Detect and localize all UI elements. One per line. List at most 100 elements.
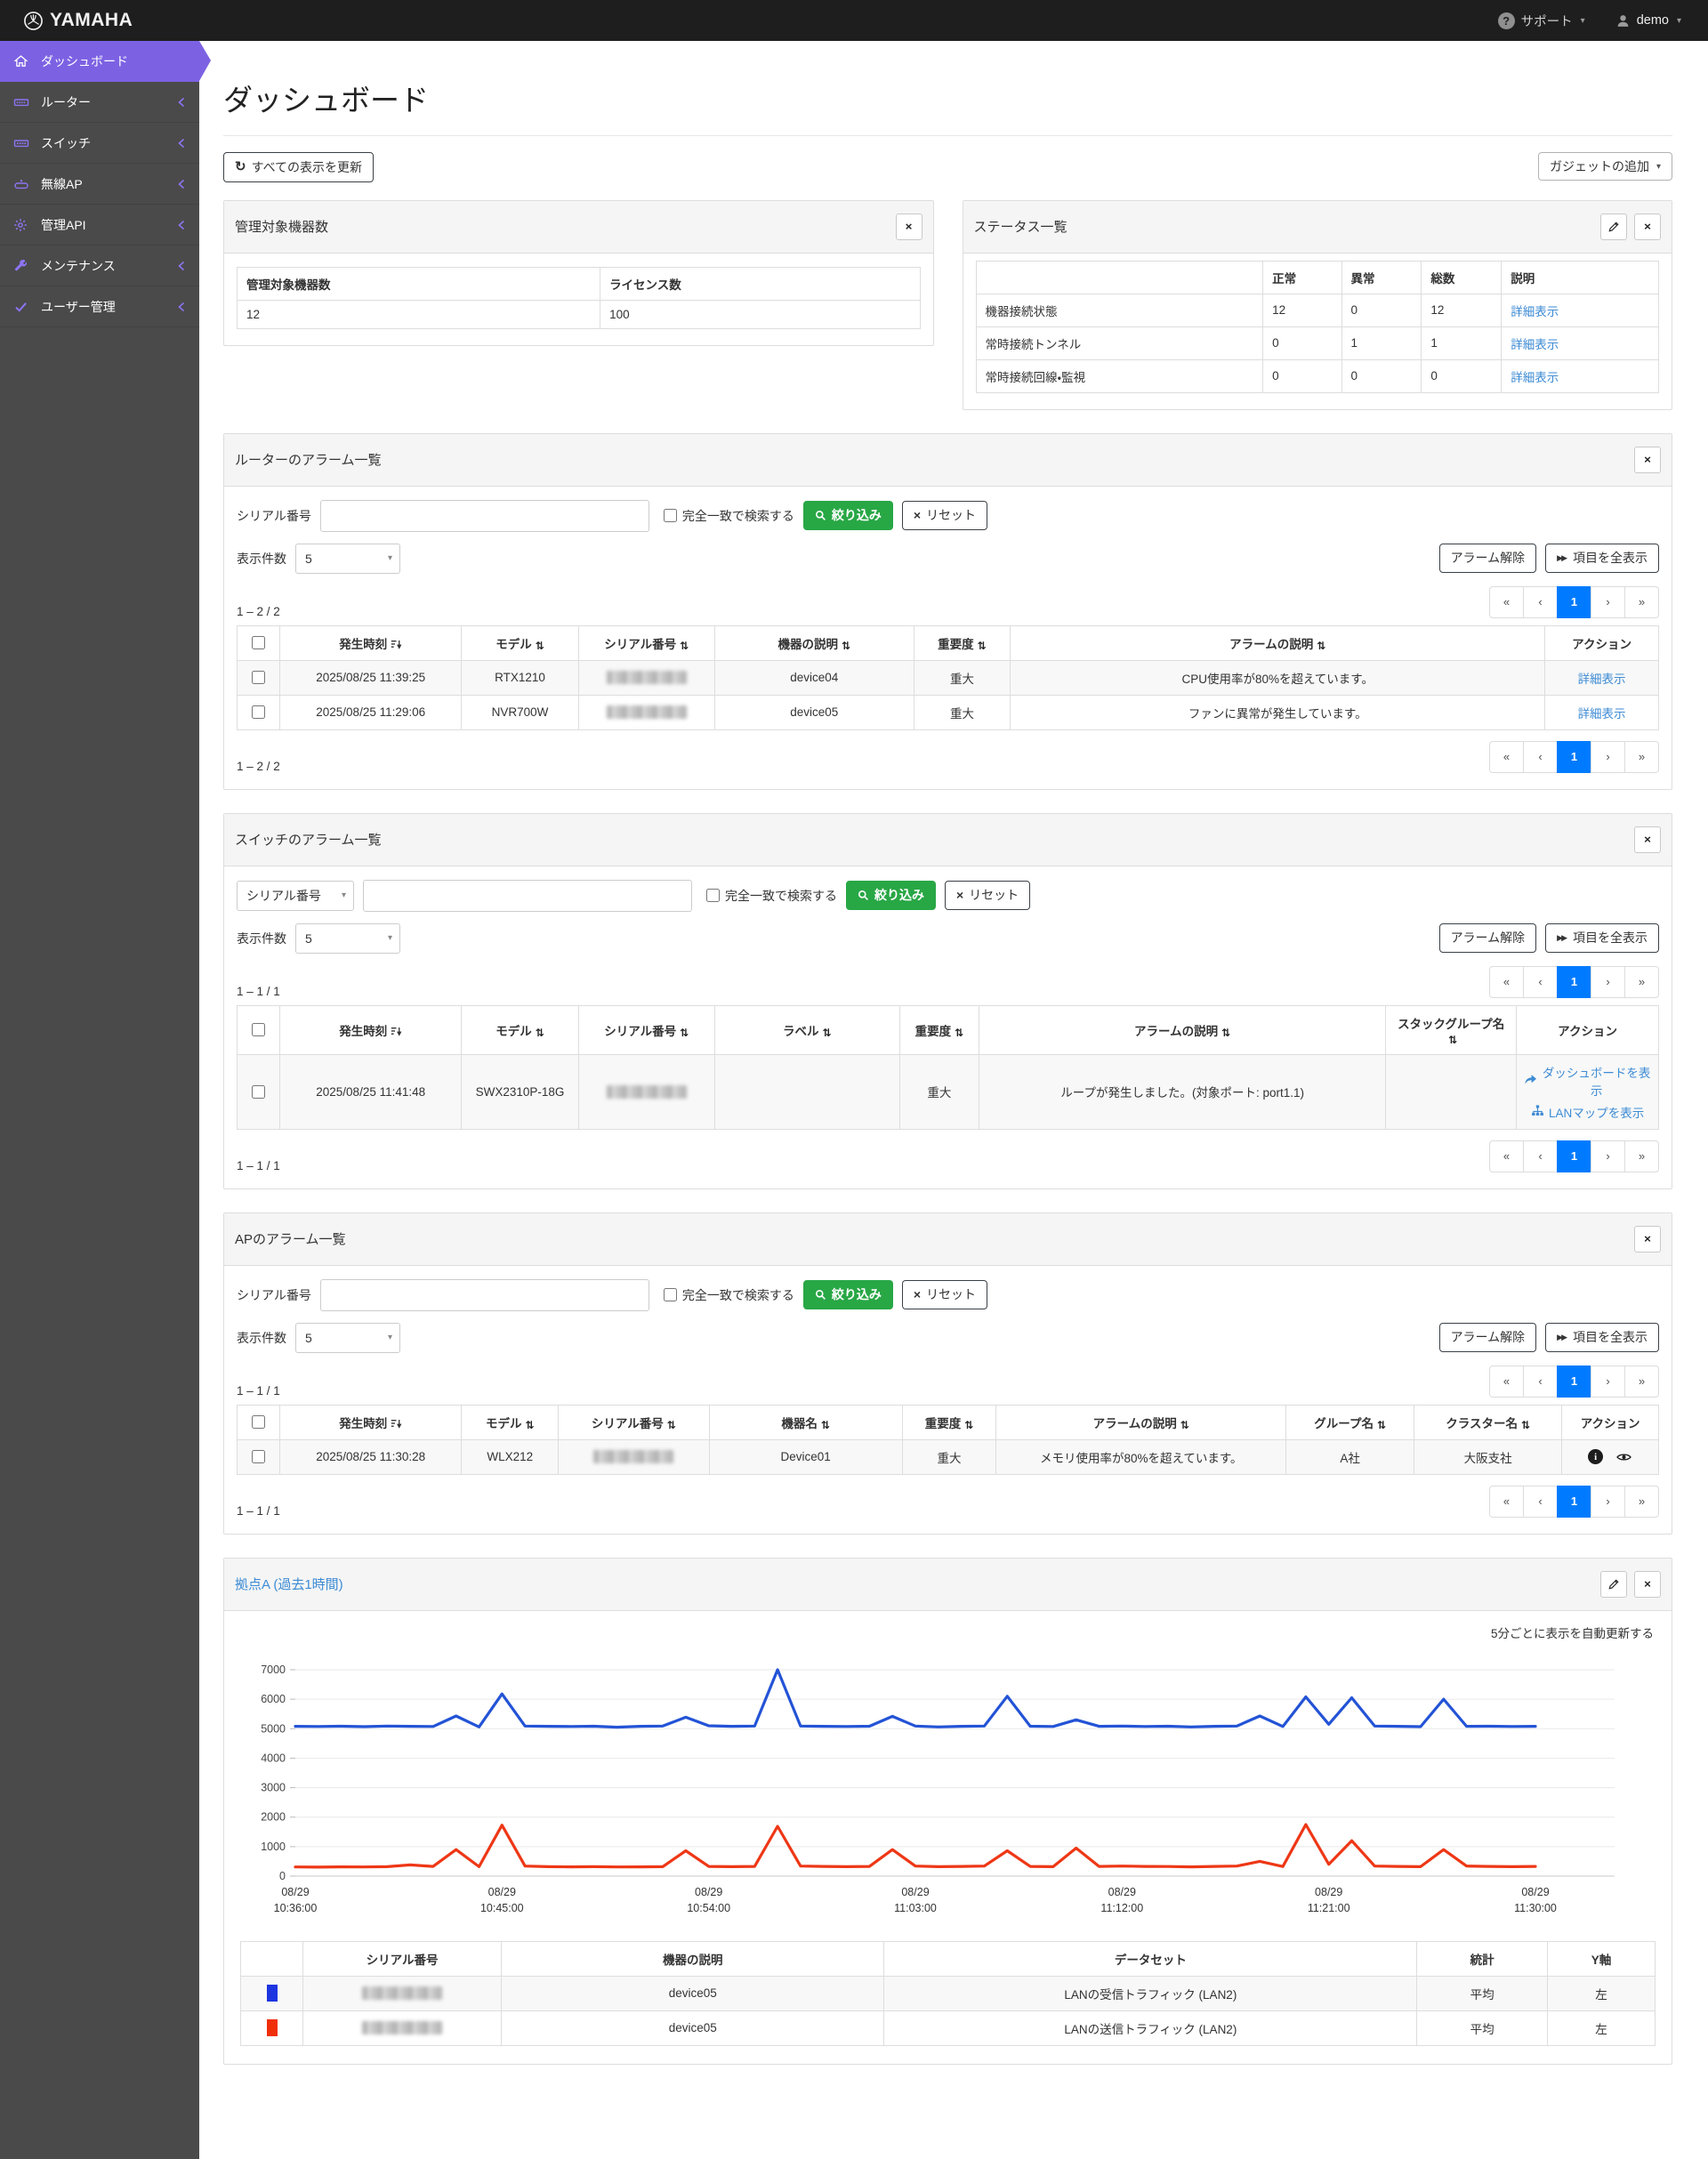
pager-next[interactable]: › bbox=[1591, 585, 1625, 618]
edit-pencil-icon[interactable] bbox=[1600, 213, 1627, 240]
sidebar-item-4[interactable]: 管理API bbox=[0, 205, 199, 246]
pager-prev[interactable]: ‹ bbox=[1523, 1365, 1558, 1398]
pager-first[interactable]: « bbox=[1489, 1485, 1524, 1518]
filter-button[interactable]: 絞り込み bbox=[802, 501, 893, 530]
detail-link[interactable]: 詳細表示 bbox=[1511, 304, 1559, 318]
row-checkbox[interactable] bbox=[251, 1084, 265, 1099]
pager-next[interactable]: › bbox=[1591, 740, 1625, 773]
row-checkbox[interactable] bbox=[251, 1450, 265, 1464]
row-checkbox[interactable] bbox=[251, 671, 265, 685]
column-header[interactable]: ラベル ⇅ bbox=[713, 1004, 900, 1055]
pager-page-1[interactable]: 1 bbox=[1557, 1485, 1591, 1518]
close-icon[interactable]: × bbox=[895, 213, 922, 240]
ap-serial-input[interactable] bbox=[319, 1278, 649, 1311]
site-title-link[interactable]: 拠点A (過去1時間) bbox=[235, 1577, 343, 1592]
column-header[interactable]: 重要度 ⇅ bbox=[898, 1004, 980, 1055]
close-icon[interactable]: × bbox=[1634, 826, 1661, 853]
reset-button[interactable]: × リセット bbox=[901, 501, 988, 530]
pager-next[interactable]: › bbox=[1591, 1485, 1625, 1518]
pager-first[interactable]: « bbox=[1489, 965, 1524, 998]
pager-last[interactable]: » bbox=[1624, 585, 1659, 618]
info-icon[interactable]: i bbox=[1588, 1449, 1604, 1465]
pager-page-1[interactable]: 1 bbox=[1557, 965, 1591, 998]
user-menu[interactable]: demo ▾ bbox=[1615, 13, 1681, 28]
column-header[interactable]: 発生時刻 bbox=[278, 624, 463, 661]
refresh-all-button[interactable]: ↻ すべての表示を更新 bbox=[223, 152, 375, 182]
sidebar-item-5[interactable]: メンテナンス bbox=[0, 246, 199, 286]
column-header[interactable]: シリアル番号 ⇅ bbox=[577, 624, 715, 661]
filter-button[interactable]: 絞り込み bbox=[846, 881, 936, 910]
search-field-select[interactable]: シリアル番号 bbox=[237, 880, 354, 911]
pager-prev[interactable]: ‹ bbox=[1523, 965, 1558, 998]
alarm-clear-button[interactable]: アラーム解除 bbox=[1438, 1323, 1537, 1352]
pager-first[interactable]: « bbox=[1489, 1140, 1524, 1172]
pager-prev[interactable]: ‹ bbox=[1523, 1485, 1558, 1518]
pager-page-1[interactable]: 1 bbox=[1557, 1365, 1591, 1398]
exact-match-checkbox[interactable] bbox=[663, 509, 677, 522]
pager-first[interactable]: « bbox=[1489, 585, 1524, 618]
add-gadget-button[interactable]: ガジェットの追加 ▾ bbox=[1537, 152, 1672, 181]
column-header[interactable]: シリアル番号 ⇅ bbox=[558, 1404, 710, 1440]
select-all-checkbox[interactable] bbox=[251, 1415, 265, 1430]
show-all-columns-button[interactable]: ▶▶ 項目を全表示 bbox=[1545, 923, 1659, 953]
detail-link[interactable]: 詳細表示 bbox=[1577, 672, 1626, 686]
router-serial-input[interactable] bbox=[319, 499, 649, 532]
reset-button[interactable]: × リセット bbox=[901, 1280, 988, 1309]
column-header[interactable]: 機器名 ⇅ bbox=[708, 1404, 903, 1440]
alarm-clear-button[interactable]: アラーム解除 bbox=[1438, 544, 1537, 573]
column-header[interactable]: 発生時刻 bbox=[278, 1004, 463, 1055]
pager-last[interactable]: » bbox=[1624, 1485, 1659, 1518]
show-all-columns-button[interactable]: ▶▶ 項目を全表示 bbox=[1545, 544, 1659, 573]
sidebar-item-1[interactable]: ルーター bbox=[0, 82, 199, 123]
filter-button[interactable]: 絞り込み bbox=[802, 1280, 893, 1309]
close-icon[interactable]: × bbox=[1634, 446, 1661, 473]
pager-first[interactable]: « bbox=[1489, 1365, 1524, 1398]
column-header[interactable]: 重要度 ⇅ bbox=[901, 1404, 997, 1440]
close-icon[interactable]: × bbox=[1634, 1570, 1661, 1598]
pager-page-1[interactable]: 1 bbox=[1557, 585, 1591, 618]
pager-prev[interactable]: ‹ bbox=[1523, 740, 1558, 773]
detail-link[interactable]: 詳細表示 bbox=[1577, 706, 1626, 721]
pager-page-1[interactable]: 1 bbox=[1557, 1140, 1591, 1172]
column-header[interactable]: 機器の説明 ⇅ bbox=[713, 624, 914, 661]
action-link[interactable]: LANマップを表示 bbox=[1531, 1103, 1644, 1121]
pager-prev[interactable]: ‹ bbox=[1523, 1140, 1558, 1172]
column-header[interactable]: スタックグループ名⇅ bbox=[1385, 1004, 1518, 1055]
eye-icon[interactable] bbox=[1615, 1450, 1632, 1464]
alarm-clear-button[interactable]: アラーム解除 bbox=[1438, 923, 1537, 953]
pager-last[interactable]: » bbox=[1624, 1365, 1659, 1398]
show-all-columns-button[interactable]: ▶▶ 項目を全表示 bbox=[1545, 1323, 1659, 1352]
detail-link[interactable]: 詳細表示 bbox=[1511, 337, 1559, 351]
reset-button[interactable]: × リセット bbox=[945, 881, 1031, 910]
exact-match-checkbox[interactable] bbox=[663, 1288, 677, 1301]
column-header[interactable]: 重要度 ⇅ bbox=[913, 624, 1011, 661]
page-size-select[interactable]: 5 bbox=[295, 922, 400, 954]
select-all-checkbox[interactable] bbox=[251, 1023, 265, 1037]
pager-next[interactable]: › bbox=[1591, 1365, 1625, 1398]
column-header[interactable]: モデル ⇅ bbox=[461, 1004, 579, 1055]
page-size-select[interactable]: 5 bbox=[295, 543, 400, 574]
edit-pencil-icon[interactable] bbox=[1600, 1570, 1627, 1598]
column-header[interactable]: アラームの説明 ⇅ bbox=[995, 1404, 1287, 1440]
pager-next[interactable]: › bbox=[1591, 965, 1625, 998]
column-header[interactable]: クラスター名 ⇅ bbox=[1414, 1404, 1563, 1440]
support-menu[interactable]: ? サポート ▾ bbox=[1497, 12, 1585, 30]
pager-last[interactable]: » bbox=[1624, 965, 1659, 998]
sidebar-item-6[interactable]: ユーザー管理 bbox=[0, 286, 199, 327]
column-header[interactable]: アラームの説明 ⇅ bbox=[1010, 624, 1546, 661]
column-header[interactable]: グループ名 ⇅ bbox=[1285, 1404, 1415, 1440]
switch-serial-input[interactable] bbox=[363, 879, 692, 912]
column-header[interactable]: アラームの説明 ⇅ bbox=[979, 1004, 1387, 1055]
select-all-checkbox[interactable] bbox=[251, 636, 265, 650]
action-link[interactable]: ダッシュボードを表示 bbox=[1524, 1063, 1651, 1099]
pager-last[interactable]: » bbox=[1624, 740, 1659, 773]
detail-link[interactable]: 詳細表示 bbox=[1511, 370, 1559, 384]
row-checkbox[interactable] bbox=[251, 705, 265, 720]
sidebar-item-dashboard[interactable]: ダッシュボード bbox=[0, 41, 211, 82]
pager-page-1[interactable]: 1 bbox=[1557, 740, 1591, 773]
pager-next[interactable]: › bbox=[1591, 1140, 1625, 1172]
pager-last[interactable]: » bbox=[1624, 1140, 1659, 1172]
close-icon[interactable]: × bbox=[1634, 1225, 1661, 1253]
page-size-select[interactable]: 5 bbox=[295, 1322, 400, 1353]
close-icon[interactable]: × bbox=[1634, 213, 1661, 240]
